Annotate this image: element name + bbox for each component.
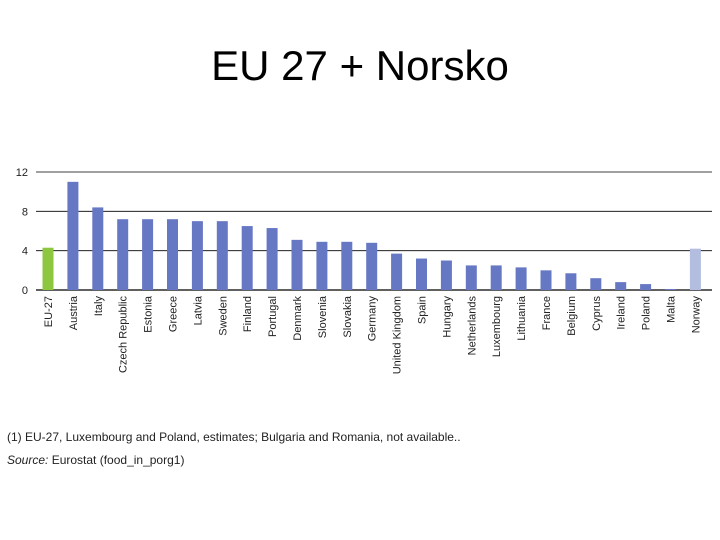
x-tick-label: Estonia	[143, 295, 155, 333]
y-tick-label: 4	[22, 246, 28, 258]
bar-slovenia	[316, 241, 328, 290]
x-tick-label: Netherlands	[466, 296, 478, 356]
x-tick-label: Malta	[666, 295, 678, 323]
x-tick-label: Portugal	[267, 296, 279, 337]
x-tick-label: Poland	[641, 296, 653, 330]
x-tick-label: EU-27	[43, 296, 55, 327]
bar-greece	[167, 219, 178, 290]
bar-denmark	[291, 239, 303, 290]
x-tick-label: Slovakia	[342, 295, 354, 337]
x-tick-label: Luxembourg	[491, 296, 503, 357]
bar-norway	[689, 248, 701, 290]
bar-france	[540, 270, 552, 290]
x-tick-label: Sweden	[217, 296, 229, 336]
x-tick-label: Norway	[690, 296, 702, 334]
source-text: Eurostat (food_in_porg1)	[48, 453, 185, 467]
bar-malta	[665, 289, 676, 290]
y-tick-label: 12	[16, 167, 28, 179]
x-tick-label: Czech Republic	[118, 296, 130, 374]
bar-finland	[241, 226, 253, 290]
x-tick-label: Austria	[68, 295, 80, 330]
bar-ireland	[615, 282, 627, 290]
bar-eu-27	[42, 247, 54, 290]
x-tick-label: Ireland	[616, 296, 628, 330]
bar-netherlands	[465, 265, 477, 290]
x-tick-label: Hungary	[441, 296, 453, 338]
bar-germany	[366, 242, 378, 290]
bar-belgium	[565, 273, 577, 290]
x-tick-label: Slovenia	[317, 295, 329, 338]
source-note: Source: Eurostat (food_in_porg1)	[7, 453, 184, 467]
y-tick-label: 8	[22, 206, 28, 218]
y-tick-labels: 0 4 8 12	[16, 167, 28, 297]
bars-layer	[42, 181, 701, 290]
x-tick-label: Lithuania	[516, 295, 528, 341]
source-label: Source:	[7, 453, 49, 467]
x-tick-labels: EU-27 Austria Italy Czech Republic Estonia Gr…	[43, 295, 702, 374]
bar-czech-republic	[117, 219, 129, 290]
x-tick-label: Cyprus	[591, 296, 603, 331]
x-tick-label: United Kingdom	[392, 296, 404, 374]
footnote: (1) EU-27, Luxembourg and Poland, estima…	[7, 430, 461, 444]
bar-italy	[92, 207, 104, 290]
bar-portugal	[266, 228, 278, 290]
y-tick-label: 0	[22, 285, 28, 297]
bar-luxembourg	[490, 265, 502, 290]
x-tick-label: Italy	[93, 296, 105, 317]
bar-hungary	[440, 260, 452, 290]
x-tick-label: France	[541, 296, 553, 330]
bar-slovakia	[341, 241, 353, 290]
x-tick-label: Spain	[417, 296, 429, 324]
bar-cyprus	[590, 278, 602, 290]
x-tick-label: Germany	[367, 296, 379, 342]
bar-estonia	[142, 219, 154, 290]
bar-sweden	[216, 221, 228, 290]
slide-title: EU 27 + Norsko	[211, 42, 509, 89]
x-tick-label: Denmark	[292, 296, 304, 341]
bar-poland	[640, 284, 652, 290]
bar-lithuania	[515, 267, 527, 290]
bar-united-kingdom	[391, 253, 403, 290]
bar-austria	[67, 181, 79, 290]
x-tick-label: Belgium	[566, 296, 578, 336]
x-tick-label: Latvia	[192, 295, 204, 325]
x-tick-label: Greece	[168, 296, 180, 332]
x-tick-label: Finland	[242, 296, 254, 332]
bar-spain	[416, 258, 427, 290]
bar-latvia	[191, 221, 203, 290]
